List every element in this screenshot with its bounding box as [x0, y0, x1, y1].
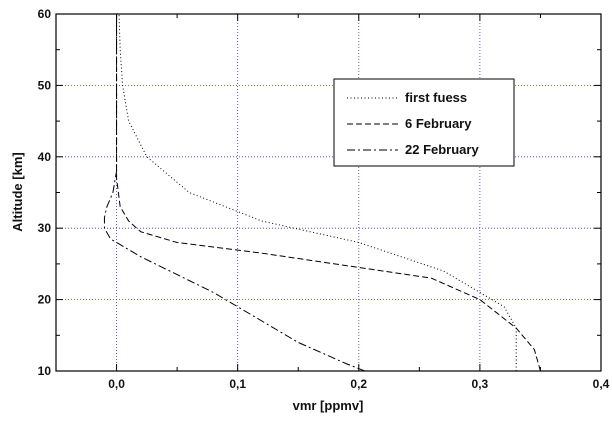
- series-lines: [103, 13, 541, 372]
- x-tick-label: 0,0: [108, 377, 125, 391]
- legend-label-6-february: 6 February: [405, 116, 472, 131]
- series-line-6-february: [116, 14, 541, 372]
- legend-box: [333, 78, 515, 167]
- y-tick-label: 40: [38, 150, 52, 164]
- x-axis-title: vmr [ppmv]: [293, 398, 364, 413]
- tick-marks: [55, 13, 602, 372]
- grid: [56, 14, 601, 371]
- y-tick-label: 10: [38, 364, 52, 378]
- y-tick-label: 30: [38, 221, 52, 235]
- tick-labels: 0,0 0,1 0,2 0,3 0,4 10 20 30 40 50 60: [38, 7, 610, 391]
- x-tick-label: 0,3: [472, 377, 489, 391]
- legend-label-first-fuess: first fuess: [405, 90, 467, 105]
- y-tick-label: 60: [38, 7, 52, 21]
- y-tick-label: 20: [38, 293, 52, 307]
- x-tick-label: 0,4: [593, 377, 610, 391]
- x-tick-label: 0,2: [350, 377, 367, 391]
- series-line-first-fuess: [118, 13, 517, 371]
- x-tick-label: 0,1: [229, 377, 246, 391]
- plot-frame: [55, 13, 602, 372]
- legend: first fuess 6 February 22 February: [333, 78, 515, 167]
- series-line-22-february: [103, 14, 366, 372]
- legend-label-22-february: 22 February: [405, 142, 479, 157]
- y-tick-label: 50: [38, 78, 52, 92]
- y-axis-title: Altitude [km]: [10, 152, 25, 231]
